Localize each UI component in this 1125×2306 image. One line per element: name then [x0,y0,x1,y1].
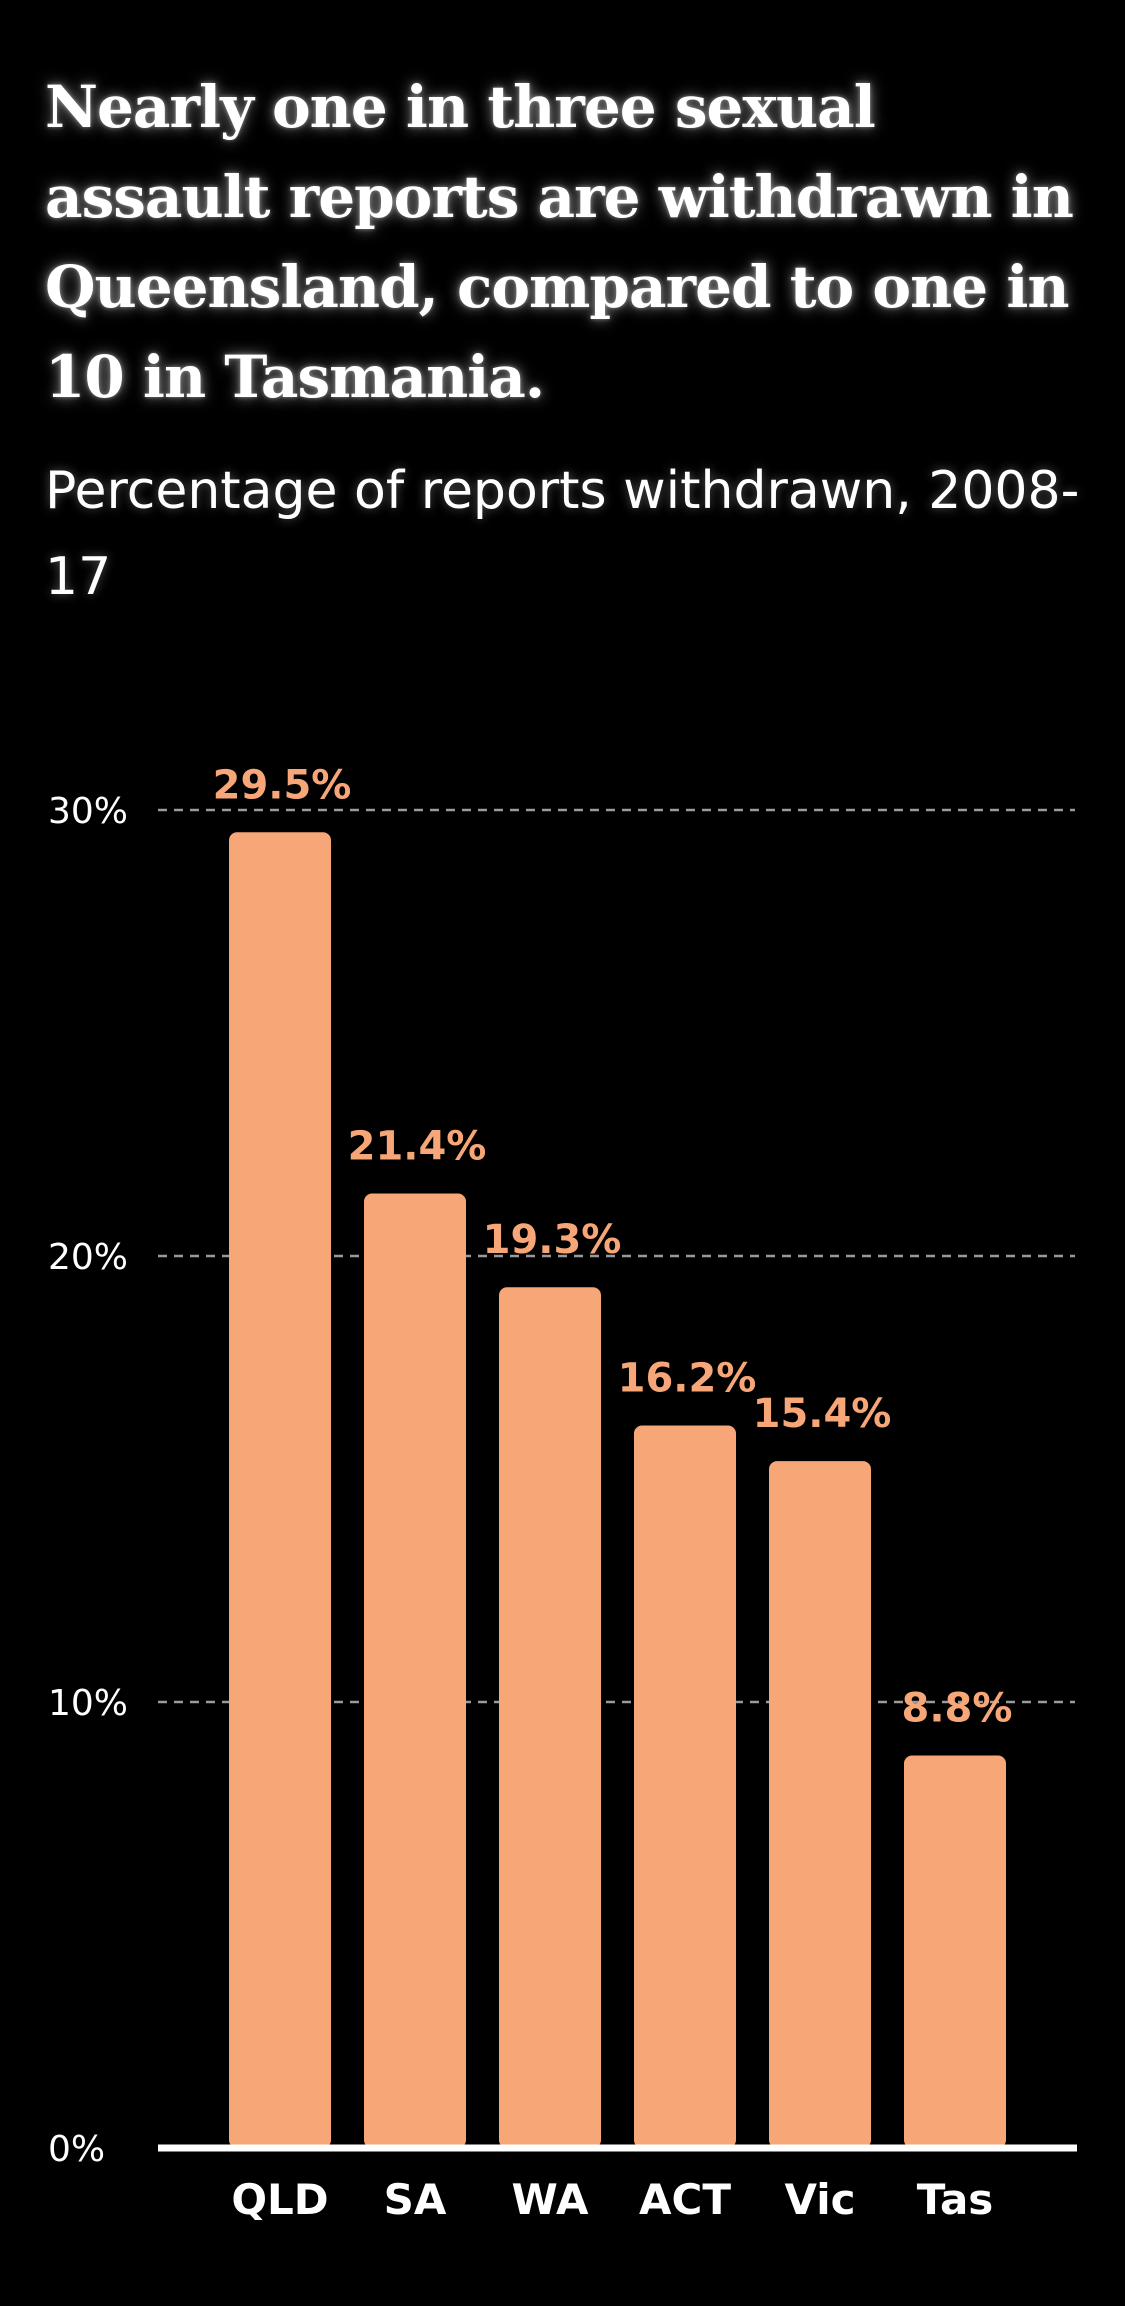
value-label: 16.2% [618,1355,757,1401]
bar-act [634,1425,736,2148]
bar-tas [904,1755,1006,2148]
x-tick-label: ACT [639,2175,731,2224]
bar-wa [499,1287,601,2148]
x-tick-label: SA [384,2175,447,2224]
value-label: 8.8% [902,1686,1013,1732]
x-tick-label: Vic [784,2175,855,2224]
y-tick-label: 0% [48,2129,105,2170]
bar-vic [769,1461,871,2148]
bar-qld [229,832,331,2148]
chart-subtitle: Percentage of reports withdrawn, 2008-17 [45,461,1080,607]
x-tick-label: QLD [231,2175,328,2224]
bar-sa [364,1193,466,2148]
y-tick-label: 10% [48,1683,128,1724]
x-tick-label: Tas [917,2175,994,2224]
y-tick-label: 30% [48,791,128,832]
value-label: 15.4% [753,1391,892,1437]
chart-title: Nearly one in three sexual assault repor… [45,73,1074,411]
value-label: 29.5% [213,762,352,808]
y-tick-label: 20% [48,1237,128,1278]
value-label: 21.4% [348,1124,487,1170]
x-tick-label: WA [512,2175,589,2224]
value-label: 19.3% [483,1217,622,1263]
